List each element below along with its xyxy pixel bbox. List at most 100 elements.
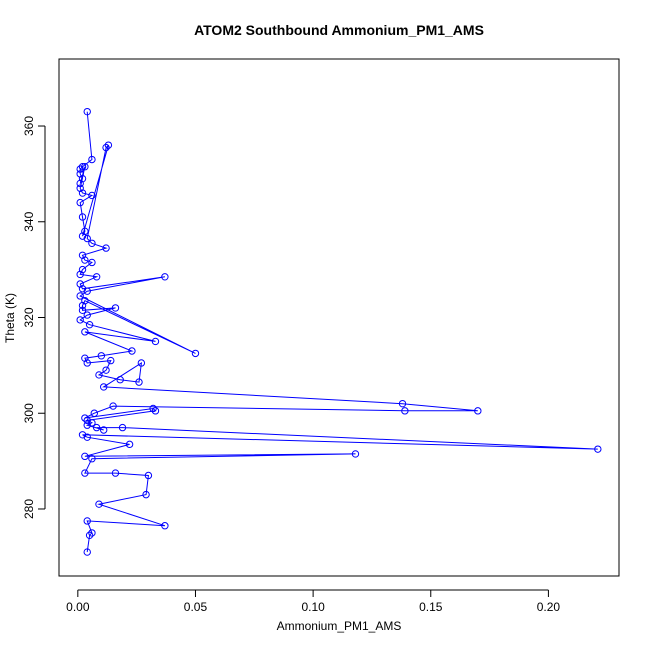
data-point [78,213,87,221]
data-point [78,431,87,439]
data-point [81,163,89,171]
y-tick-label: 340 [22,211,36,231]
data-point [85,320,94,329]
data-point [118,423,127,432]
data-point [83,433,91,441]
y-axis-label: Theta (K) [3,293,17,343]
data-point [92,423,101,432]
data-point [78,189,87,197]
data-point [76,292,84,300]
data-point [102,143,110,152]
data-point [161,522,169,530]
data-point [76,316,84,324]
data-point [76,165,84,173]
plot-frame [58,58,620,577]
data-point [92,273,101,281]
data-point [88,419,96,427]
data-point [135,378,143,386]
data-point [109,402,117,410]
data-point [142,490,150,499]
data-point [85,531,94,540]
data-point [81,452,89,461]
x-tick-label: 0.20 [537,600,561,614]
data-point [401,407,409,415]
data-point [83,234,91,243]
data-point [76,170,84,178]
data-point [81,256,89,264]
data-point [83,416,91,425]
data-point [95,371,103,379]
data-point [102,366,110,374]
series-line [79,111,598,553]
data-point [151,407,160,415]
data-point [83,287,91,295]
data-point [81,469,89,477]
data-point [144,471,153,480]
x-tick-label: 0.00 [66,600,90,614]
data-point [191,349,200,358]
data-point [83,548,91,556]
data-point [351,450,360,458]
data-point [111,469,120,477]
data-point [149,404,157,413]
data-point [76,270,84,279]
data-point [81,328,89,336]
data-point [88,529,96,537]
data-point [88,155,96,164]
data-point [78,301,87,310]
data-point [83,517,91,525]
plot-area [76,107,602,556]
data-point [78,265,87,274]
data-point [137,359,146,367]
data-point [474,407,482,415]
data-point [78,232,87,240]
data-point [116,376,124,384]
data-point [100,383,108,391]
data-point [83,359,91,367]
data-point [104,141,113,149]
data-point [78,174,87,183]
y-axis: 280 300 320 340 360 [22,116,46,519]
data-point [78,251,87,259]
data-point [161,273,169,281]
data-point [100,426,108,434]
data-point [95,500,103,508]
data-point [151,337,160,346]
x-tick-label: 0.10 [301,600,325,614]
data-point [107,356,115,365]
data-point [81,227,89,236]
data-point [78,285,87,293]
data-point [78,163,87,171]
data-point [76,280,84,288]
data-point [88,239,96,248]
x-tick-label: 0.05 [184,600,208,614]
data-point [76,184,84,192]
data-point [594,445,602,453]
x-axis-label: Ammonium_PM1_AMS [277,619,402,633]
data-point [125,440,134,449]
data-point [102,244,110,252]
data-point [81,354,89,362]
y-tick-label: 320 [22,307,36,327]
data-point [78,306,87,315]
y-tick-label: 360 [22,116,36,136]
data-point [97,352,106,360]
data-point [398,399,407,408]
data-point [88,191,96,200]
data-point [88,258,96,267]
data-point [83,311,91,319]
y-tick-label: 280 [22,499,36,519]
data-point [111,304,120,312]
data-point [76,198,84,207]
x-tick-label: 0.15 [419,600,443,614]
data-point [88,455,96,463]
data-point [83,107,91,116]
data-point [81,297,89,305]
x-axis: 0.00 0.05 0.10 0.15 0.20 [66,589,561,614]
data-point [128,347,136,355]
data-point [81,414,89,422]
data-point [83,421,91,429]
y-tick-label: 300 [22,403,36,423]
chart-title: ATOM2 Southbound Ammonium_PM1_AMS [194,22,484,38]
